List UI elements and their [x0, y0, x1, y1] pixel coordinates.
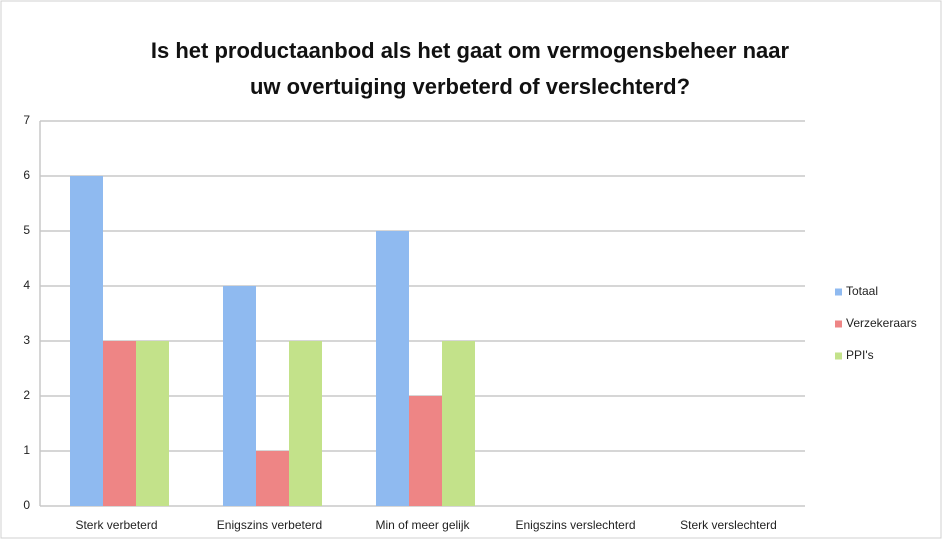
chart-title: Is het productaanbod als het gaat om ver…	[151, 38, 790, 63]
y-tick-label: 5	[23, 223, 30, 237]
y-tick-label: 4	[23, 278, 30, 292]
x-tick-label: Sterk verslechterd	[680, 518, 777, 532]
y-tick-label: 6	[23, 168, 30, 182]
legend-label: Verzekeraars	[846, 316, 917, 330]
x-tick-label: Enigszins verbeterd	[217, 518, 322, 532]
legend-swatch	[835, 320, 842, 328]
y-tick-label: 7	[23, 113, 30, 127]
bar	[136, 341, 169, 506]
bar	[376, 231, 409, 506]
y-tick-label: 2	[23, 388, 30, 402]
bar	[70, 176, 103, 506]
bar	[409, 396, 442, 506]
legend-label: Totaal	[846, 284, 878, 298]
y-tick-label: 1	[23, 443, 30, 457]
bar	[223, 286, 256, 506]
x-tick-label: Enigszins verslechterd	[515, 518, 635, 532]
legend-swatch	[835, 288, 842, 296]
y-tick-label: 0	[23, 498, 30, 512]
chart-title: uw overtuiging verbeterd of verslechterd…	[250, 74, 690, 99]
legend-label: PPI's	[846, 348, 874, 362]
legend-swatch	[835, 352, 842, 360]
x-tick-label: Min of meer gelijk	[375, 518, 470, 532]
bar	[289, 341, 322, 506]
x-tick-label: Sterk verbeterd	[75, 518, 157, 532]
y-tick-label: 3	[23, 333, 30, 347]
bar	[103, 341, 136, 506]
bar	[256, 451, 289, 506]
bar	[442, 341, 475, 506]
